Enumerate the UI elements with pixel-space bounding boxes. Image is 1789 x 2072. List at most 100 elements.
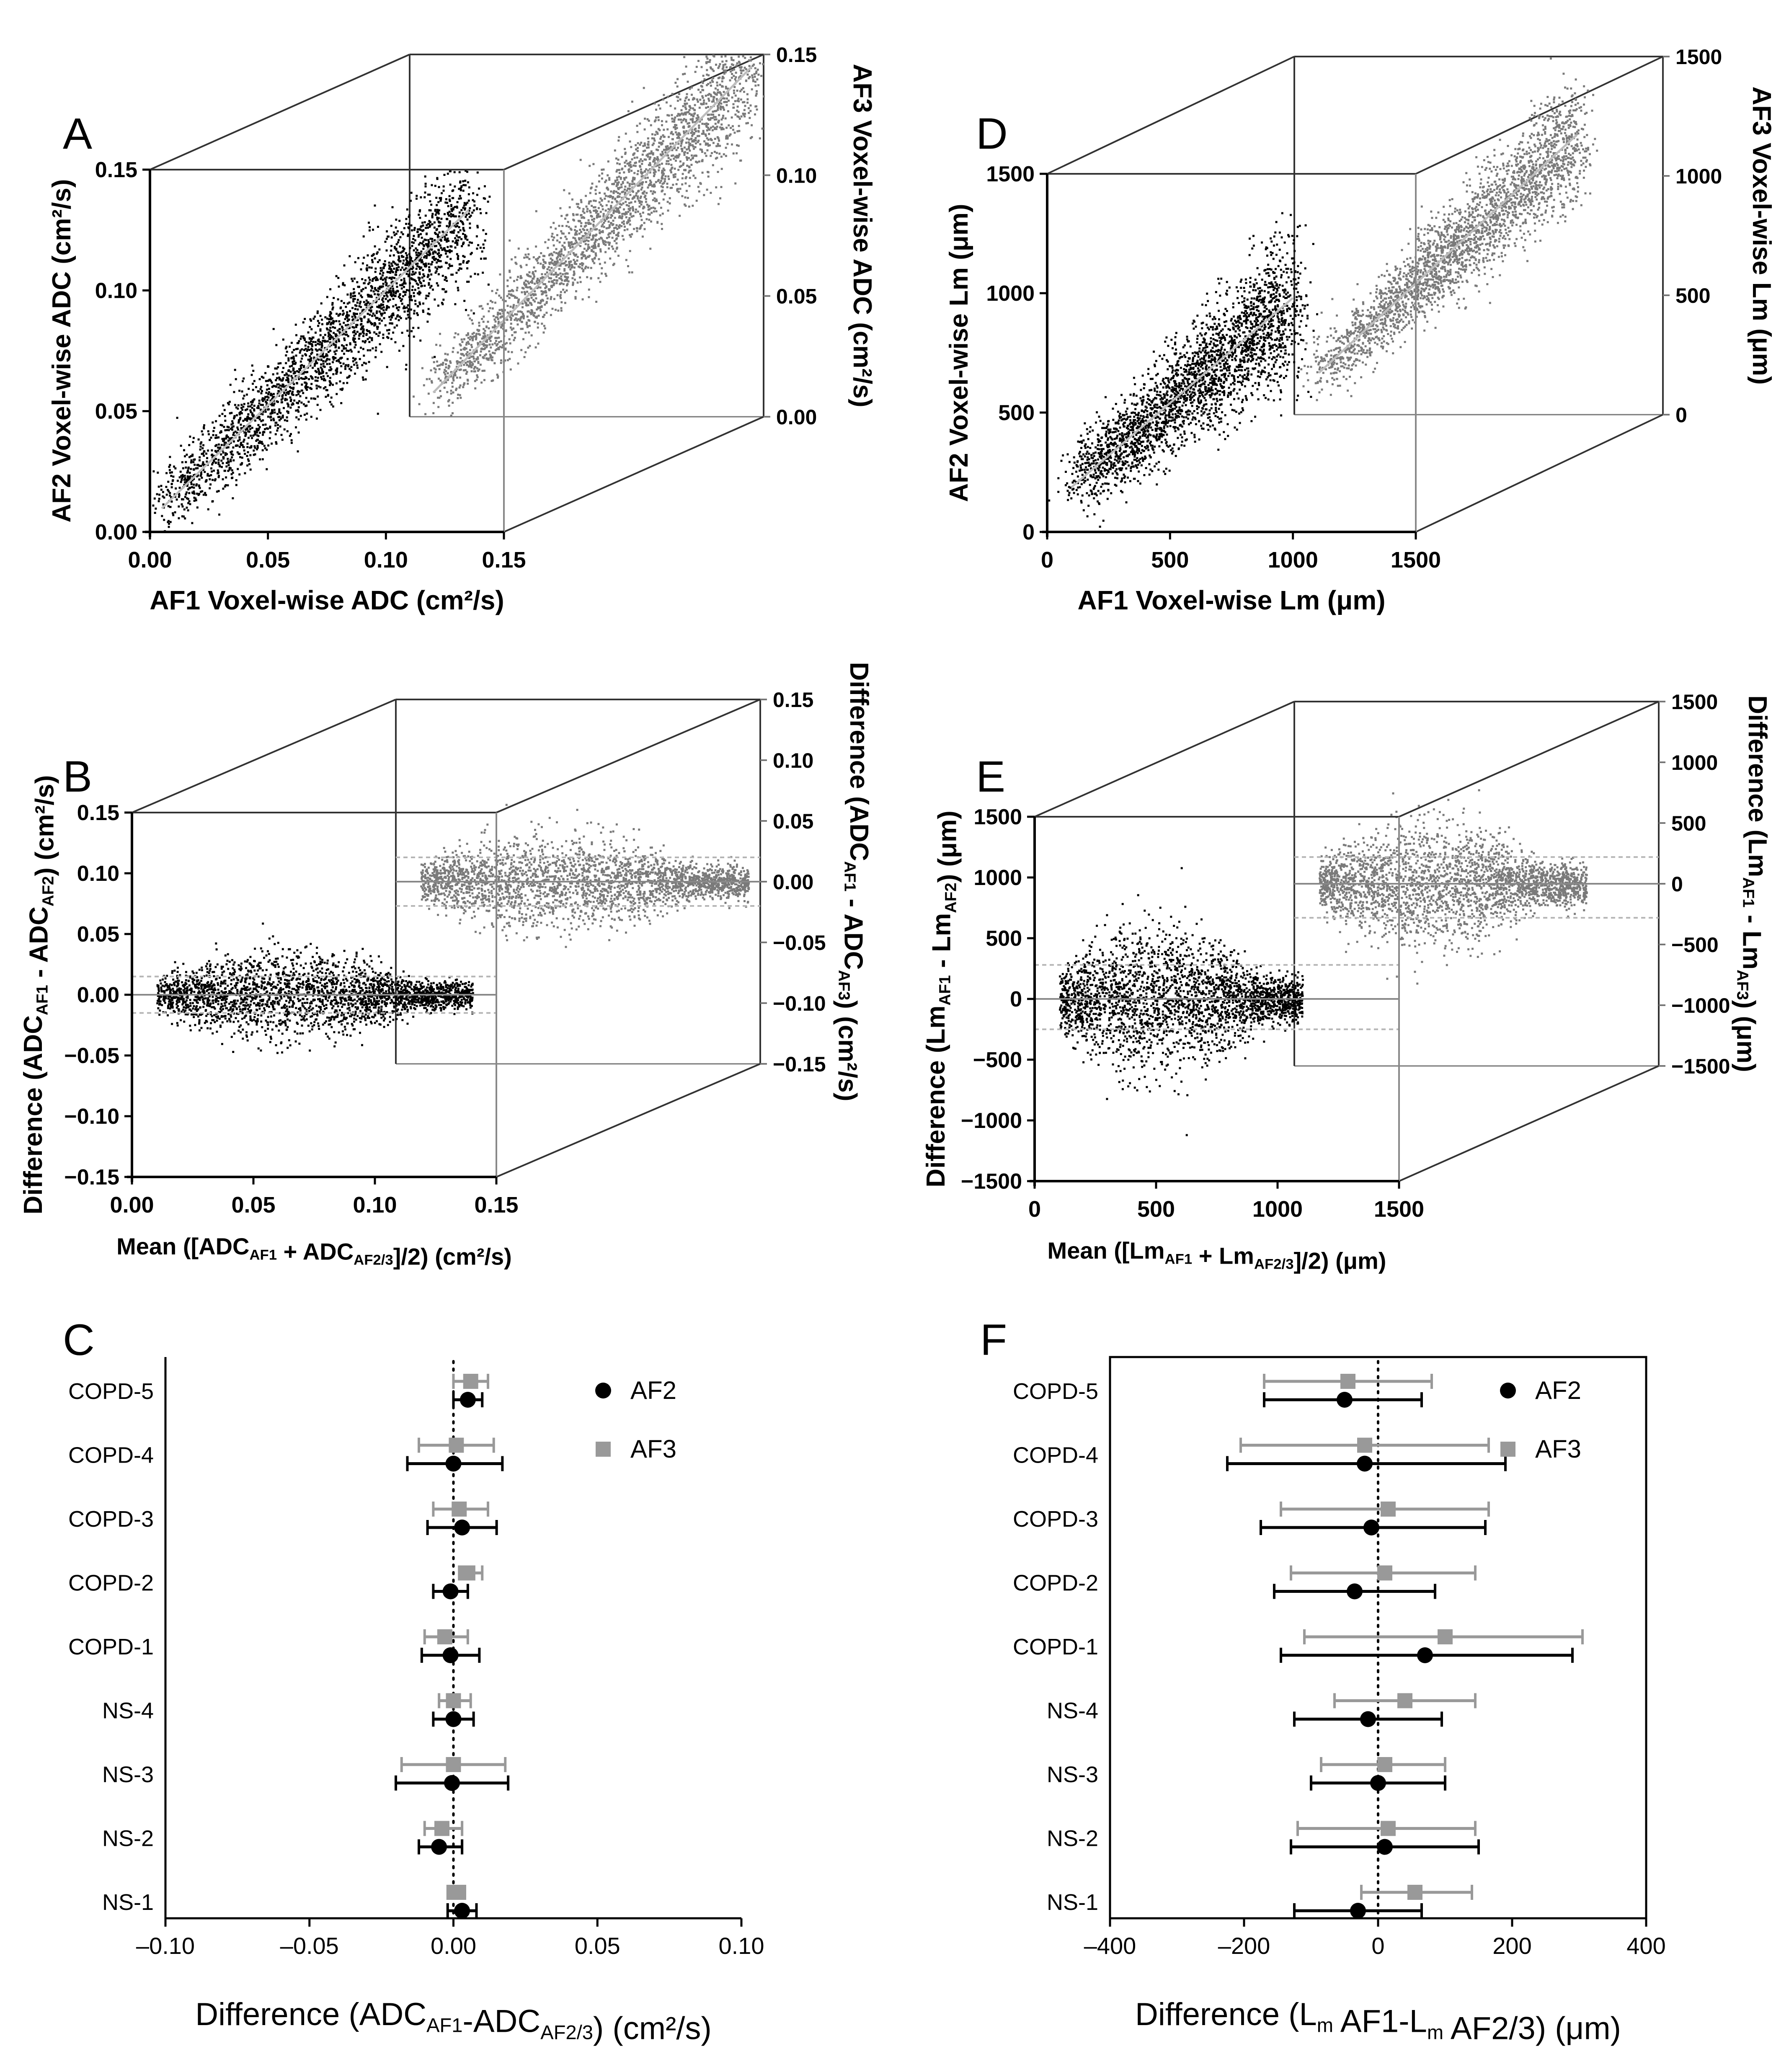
y-tick-label: 0.05 [95, 400, 137, 424]
mean-marker-af3 [449, 1437, 464, 1453]
mean-marker-af3 [446, 1757, 461, 1772]
y-right-tick-label: 0 [1671, 872, 1683, 896]
y-right-tick-label: −1000 [1671, 994, 1730, 1017]
series-af2-points [1048, 212, 1318, 528]
depth-edge-br [496, 1063, 761, 1178]
category-label: COPD-4 [68, 1443, 154, 1468]
mean-marker-af2 [460, 1392, 476, 1408]
category-label: COPD-2 [68, 1571, 154, 1596]
y-right-tick-label: 500 [1675, 284, 1710, 307]
y-tick-label: −0.05 [64, 1044, 119, 1068]
category-label: NS-1 [1047, 1890, 1098, 1915]
y-right-tick-label: 500 [1671, 812, 1706, 835]
mean-marker-af3 [460, 1565, 475, 1581]
category-label: COPD-4 [1013, 1443, 1098, 1468]
x-tick-label: 0 [1041, 547, 1053, 573]
y-right-axis-label: Difference (LmAF1 - LmAF3) (μm) [1732, 695, 1772, 1072]
mean-marker-af2 [1370, 1775, 1386, 1791]
panel-label-B: B [63, 752, 92, 801]
legend-label-af3: AF3 [1535, 1435, 1581, 1463]
category-label: COPD-5 [68, 1379, 154, 1404]
y-right-axis-label: AF3 Voxel-wise ADC (cm²/s) [848, 64, 877, 408]
y-tick-label: 1000 [986, 281, 1035, 306]
mean-marker-af2 [442, 1583, 459, 1600]
mean-marker-af2 [1360, 1711, 1376, 1727]
regression-line-af2 [1071, 297, 1294, 488]
y-tick-label: 500 [998, 401, 1035, 425]
y-tick-label: −0.10 [64, 1104, 119, 1129]
x-axis-label: Mean ([ADCAF1 + ADCAF2/3]/2) (cm²/s) [116, 1233, 512, 1270]
y-right-tick-label: 0.00 [776, 405, 817, 429]
x-tick-label: 0.00 [431, 1933, 476, 1959]
y-right-tick-label: 1500 [1671, 690, 1718, 714]
y-tick-label: 0.10 [77, 862, 119, 886]
y-right-axis-label: Difference (ADCAF1 - ADCAF3) (cm²/s) [833, 662, 873, 1102]
mean-marker-af2 [445, 1711, 462, 1727]
y-axis-label: AF2 Voxel-wise ADC (cm²/s) [47, 179, 76, 523]
panel-D: D0 500 1000 1500050010001500050010001500AF1… [945, 45, 1776, 615]
panel-E: E 0 500 1000 1500 −1500 −1000 −500 0 500 1000 1500 −… [922, 690, 1772, 1274]
category-label: COPD-5 [1013, 1379, 1098, 1404]
x-tick-label: 1500 [1374, 1197, 1424, 1222]
y-right-tick-label: −0.10 [773, 992, 826, 1015]
y-tick-label: −1000 [961, 1109, 1022, 1133]
category-label: NS-2 [1047, 1826, 1098, 1851]
mean-marker-af3 [1377, 1565, 1392, 1581]
mean-marker-af2 [1417, 1647, 1433, 1663]
mean-marker-af2 [1357, 1455, 1373, 1472]
x-tick-label: 0.05 [246, 547, 290, 573]
category-label: NS-1 [102, 1890, 154, 1915]
x-tick-label: 400 [1626, 1933, 1665, 1959]
mean-marker-af2 [445, 1455, 462, 1472]
y-right-tick-label: 0.05 [776, 285, 817, 308]
category-label: COPD-1 [68, 1634, 154, 1659]
mean-marker-af3 [437, 1629, 452, 1644]
series-af2-points [152, 170, 491, 532]
legend-marker-af2 [595, 1383, 611, 1399]
legend-label-af3: AF3 [630, 1435, 676, 1463]
regression-line-af2 [161, 209, 470, 509]
panel-label-E: E [976, 752, 1005, 801]
y-tick-label: −1500 [961, 1169, 1022, 1194]
category-label: NS-4 [1047, 1698, 1098, 1724]
scatter-points-af1-af2 [156, 922, 474, 1054]
depth-edge-tl [132, 699, 396, 813]
mean-marker-af2 [444, 1775, 460, 1791]
y-right-tick-label: −0.15 [773, 1053, 826, 1076]
x-tick-label: 0.15 [482, 547, 526, 573]
scatter-points-af1-af3 [1319, 789, 1588, 985]
mean-marker-af3 [1381, 1502, 1396, 1517]
mean-marker-af3 [434, 1821, 449, 1836]
series-af2-points [1059, 867, 1304, 1136]
y-tick-label: 0.05 [77, 922, 119, 947]
depth-edge-tr [1399, 701, 1659, 818]
depth-edge-tl [150, 54, 410, 170]
x-tick-label: 0.00 [110, 1192, 154, 1218]
category-label: COPD-3 [68, 1507, 154, 1532]
mean-marker-af3 [463, 1374, 478, 1389]
y-right-tick-label: 1000 [1671, 751, 1718, 774]
depth-edge-tr [496, 699, 761, 813]
y-tick-label: 0.00 [77, 983, 119, 1007]
depth-edge-tl [1047, 56, 1295, 175]
y-axis-label: AF2 Voxel-wise Lm (μm) [945, 204, 973, 502]
series-af2-points [156, 922, 474, 1054]
series-af3-points [1319, 789, 1588, 985]
y-tick-label: 0.15 [77, 801, 119, 825]
x-tick-label: 0.10 [719, 1933, 764, 1959]
series-af3-points [413, 54, 765, 417]
y-right-tick-label: 0.15 [776, 43, 817, 67]
depth-edge-br [503, 416, 764, 533]
x-tick-label: 500 [1151, 547, 1189, 573]
y-right-tick-label: −1500 [1671, 1055, 1730, 1078]
legend-marker-af3 [596, 1442, 611, 1457]
x-tick-label: 500 [1137, 1197, 1175, 1222]
x-tick-label: 0.05 [575, 1933, 620, 1959]
mean-marker-af3 [1340, 1374, 1355, 1389]
y-right-tick-label: 1500 [1675, 45, 1722, 69]
panel-A: A 0.00 0.05 0.10 0.15 0.00 0.05 0.10 0.15 0.00 0.0… [47, 43, 877, 615]
mean-marker-af3 [446, 1693, 461, 1708]
y-tick-label: 500 [986, 926, 1022, 951]
